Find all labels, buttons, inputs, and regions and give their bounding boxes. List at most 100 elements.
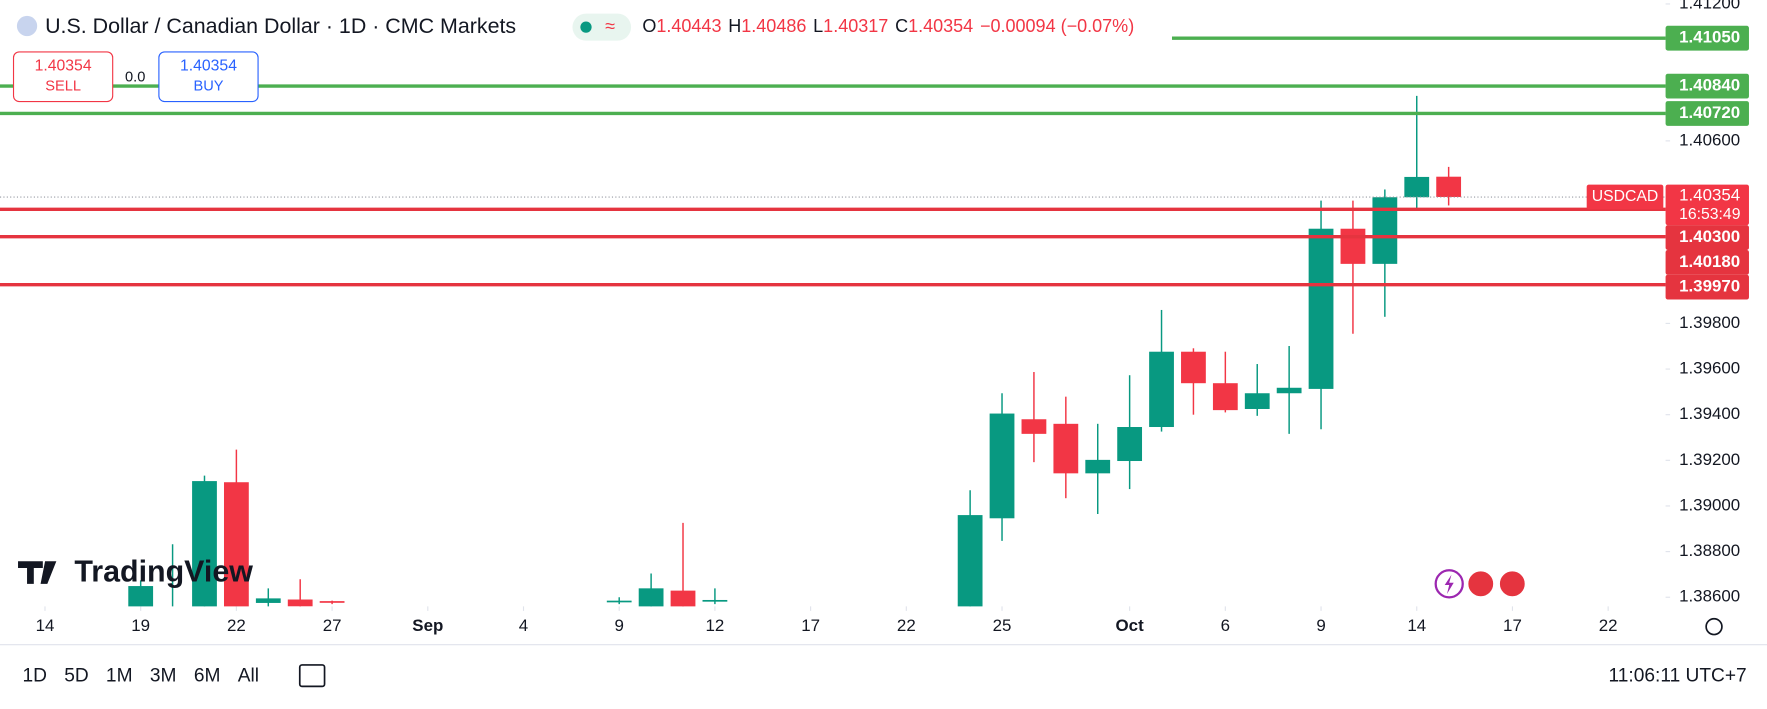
- x-tick-label: 14: [1407, 616, 1426, 635]
- us-event-icon[interactable]: [1497, 569, 1527, 599]
- candle-body: [1117, 427, 1143, 462]
- x-tick-label: 4: [519, 616, 528, 635]
- x-tick-label: 9: [615, 616, 624, 635]
- x-tick-label: Oct: [1116, 616, 1145, 635]
- countdown: 16:53:49: [1679, 206, 1741, 223]
- symbol-label: USDCAD: [1592, 188, 1659, 205]
- level-label: 1.40300: [1679, 227, 1740, 246]
- buy-button[interactable]: [158, 51, 259, 103]
- y-tick-label: 1.40600: [1679, 130, 1740, 149]
- x-tick-label: 17: [801, 616, 820, 635]
- price-badge: [1665, 101, 1749, 126]
- status-pill[interactable]: [572, 13, 632, 41]
- spread: 0.0: [125, 70, 145, 86]
- range-button[interactable]: 5D: [64, 665, 88, 686]
- level-label: 1.40720: [1679, 103, 1740, 122]
- y-tick-label: 1.41200: [1679, 0, 1740, 12]
- candle-body: [957, 515, 983, 607]
- flag-icon: [16, 15, 38, 37]
- price-badge: [1665, 274, 1749, 300]
- x-tick-label: 14: [36, 616, 55, 635]
- ohlc-key: L: [813, 16, 823, 36]
- x-tick-label: 25: [993, 616, 1012, 635]
- wave-icon: ≈: [605, 16, 615, 36]
- candle-body: [1085, 459, 1111, 474]
- x-tick-label: 19: [131, 616, 150, 635]
- range-button[interactable]: 3M: [150, 665, 177, 686]
- candle-body: [1181, 351, 1206, 384]
- price-badge: [1665, 225, 1749, 250]
- ohlc-value: 1.40354: [908, 16, 973, 36]
- y-tick-label: 1.39400: [1679, 404, 1740, 423]
- sell-button[interactable]: [12, 51, 114, 103]
- candle-body: [1149, 351, 1174, 428]
- ohlc-value: 1.40486: [741, 16, 806, 36]
- candle-body: [1212, 383, 1238, 411]
- candle-body: [319, 601, 345, 603]
- symbol-badge: [1586, 184, 1664, 210]
- candle-body: [223, 482, 249, 607]
- candle-body: [1308, 228, 1334, 389]
- candle-body: [989, 413, 1015, 519]
- x-tick-label: 22: [1599, 616, 1618, 635]
- candle-body: [1340, 228, 1366, 264]
- last-price-label: 1.40354: [1679, 185, 1740, 204]
- market-open-dot: [580, 21, 592, 33]
- lightning: [1444, 574, 1454, 594]
- x-tick-label: 17: [1503, 616, 1522, 635]
- x-tick-label: 6: [1221, 616, 1230, 635]
- ohlc-key: C: [895, 16, 908, 36]
- y-tick-label: 1.38800: [1679, 541, 1740, 560]
- x-tick-label: Sep: [412, 616, 443, 635]
- candle-body: [670, 590, 696, 607]
- price-badge: [1665, 184, 1749, 226]
- us-event-icon[interactable]: [1466, 569, 1496, 599]
- x-tick-label: 27: [323, 616, 342, 635]
- price-badge: [1665, 73, 1749, 99]
- ohlc-key: H: [728, 16, 741, 36]
- settings-icon[interactable]: [1705, 617, 1723, 636]
- candle-body: [128, 586, 154, 607]
- sell-price: 1.40354: [35, 58, 92, 75]
- candle-body: [1276, 387, 1302, 394]
- sell-label: SELL: [45, 79, 81, 95]
- price-badge: [1665, 25, 1749, 51]
- buy-price: 1.40354: [180, 58, 237, 75]
- candle-body: [1436, 176, 1462, 198]
- candle-body: [1372, 197, 1398, 264]
- y-tick-label: 1.38600: [1679, 587, 1740, 606]
- range-button[interactable]: 6M: [194, 665, 221, 686]
- price-badge: [1665, 249, 1749, 275]
- range-button[interactable]: 1M: [106, 665, 133, 686]
- range-button[interactable]: All: [238, 665, 259, 686]
- tv-logo: [18, 561, 57, 584]
- candle-body: [1404, 176, 1430, 198]
- ohlc-value: 1.40443: [656, 16, 721, 36]
- x-tick-label: 12: [706, 616, 725, 635]
- buy-label: BUY: [193, 79, 223, 95]
- x-tick-label: 22: [227, 616, 246, 635]
- x-tick-label: 9: [1316, 616, 1325, 635]
- symbol-title: U.S. Dollar / Canadian Dollar · 1D · CMC…: [45, 14, 516, 38]
- candle-body: [287, 599, 313, 607]
- candle-body: [255, 598, 281, 603]
- y-tick-label: 1.39000: [1679, 495, 1740, 514]
- y-tick-label: 1.39800: [1679, 313, 1740, 332]
- clock: 11:06:11 UTC+7: [1609, 665, 1747, 686]
- candle-body: [1053, 423, 1079, 474]
- ohlc-value: 1.40317: [823, 16, 888, 36]
- level-label: 1.40180: [1679, 252, 1740, 271]
- level-label: 1.40840: [1679, 76, 1740, 95]
- candle-body: [1021, 419, 1047, 434]
- overlay: U.S. Dollar / Canadian Dollar · 1D · CMC…: [0, 9, 1747, 688]
- candle-body: [638, 588, 664, 607]
- level-label: 1.39970: [1679, 277, 1740, 296]
- y-tick-label: 1.39600: [1679, 359, 1740, 378]
- ohlc-legend: O1.40443 H1.40486 L1.40317 C1.40354 −0.00094…: [642, 16, 1134, 36]
- ohlc-change: −0.00094 (−0.07%): [980, 16, 1134, 36]
- calendar-icon[interactable]: [298, 664, 326, 688]
- range-button[interactable]: 1D: [23, 665, 47, 686]
- y-tick-label: 1.39200: [1679, 450, 1740, 469]
- x-tick-label: 22: [897, 616, 916, 635]
